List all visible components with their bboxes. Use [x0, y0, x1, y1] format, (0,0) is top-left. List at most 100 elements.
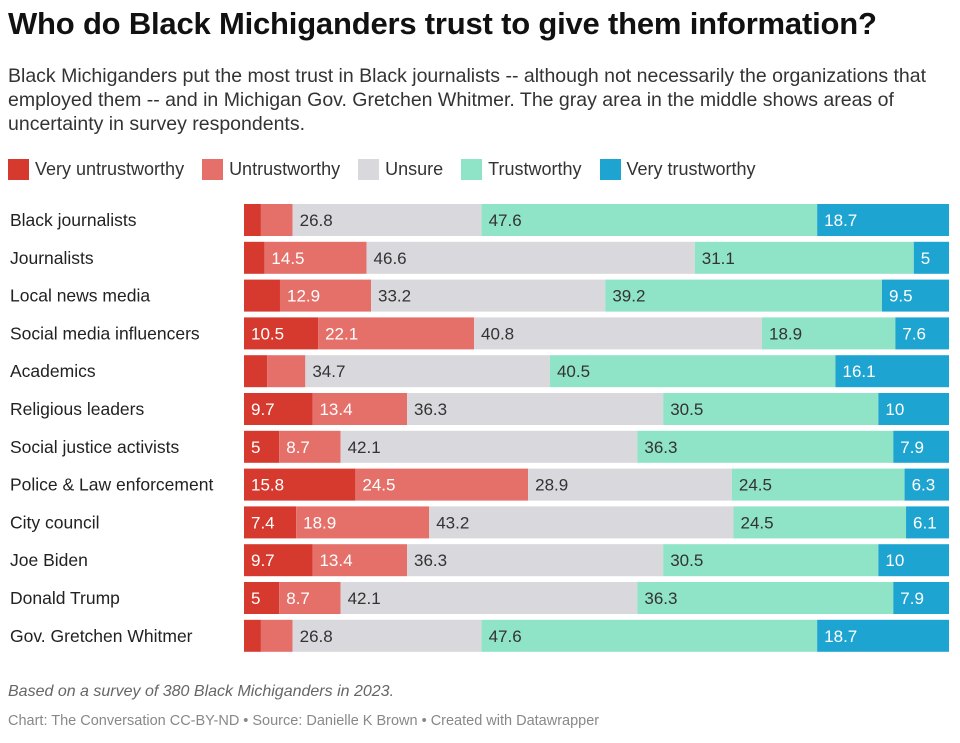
category-label: City council [10, 512, 99, 532]
credit-source: Source: Danielle K Brown [252, 713, 418, 729]
data-label: 42.1 [348, 589, 381, 608]
bar-segment [366, 241, 695, 274]
bar-segment [340, 430, 638, 463]
bar-segment [340, 582, 638, 614]
bar-segment [244, 544, 313, 577]
category-label: Black journalists [10, 210, 137, 230]
data-label: 47.6 [489, 627, 522, 646]
data-label: 13.4 [319, 551, 352, 570]
bar-segment [835, 355, 949, 388]
bar-segment [312, 393, 408, 425]
data-label: 46.6 [374, 249, 407, 268]
bar-segment [264, 241, 367, 274]
category-label: Donald Trump [10, 588, 120, 608]
bar-segment [244, 468, 356, 501]
bar-segment [881, 279, 949, 312]
bar-segment [528, 468, 732, 501]
data-label: 33.2 [378, 287, 411, 306]
category-label: Religious leaders [10, 399, 144, 419]
data-label: 15.8 [251, 476, 284, 495]
bar-segment [761, 317, 896, 350]
chart-title: Who do Black Michiganders trust to give … [8, 6, 877, 41]
data-label: 40.5 [557, 362, 590, 381]
bar-segment [244, 506, 297, 539]
data-label: 22.1 [325, 324, 358, 343]
data-label: 9.7 [251, 551, 275, 570]
bar-segment [895, 317, 949, 350]
data-label: 5 [251, 589, 260, 608]
credit-separator: • [421, 713, 427, 729]
data-label: 42.1 [348, 438, 381, 457]
data-label: 6.1 [913, 513, 937, 532]
data-label: 18.9 [769, 324, 802, 343]
legend-swatch [202, 159, 224, 180]
data-label: 8.7 [286, 438, 310, 457]
legend-swatch [461, 159, 483, 180]
bar-segment [355, 468, 529, 501]
bar-segment [312, 544, 408, 577]
bar-segment [605, 279, 882, 312]
data-label: 24.5 [739, 476, 772, 495]
bar-segment [481, 619, 818, 652]
legend-swatch [599, 159, 621, 180]
category-label: Journalists [10, 248, 94, 268]
data-label: 31.1 [702, 249, 735, 268]
bar-segment [878, 393, 949, 425]
bar-segment [260, 619, 293, 652]
bar-segment [318, 317, 475, 350]
legend-item: Very untrustworthy [8, 159, 184, 180]
bar-segment [474, 317, 762, 350]
bar-segment [244, 279, 280, 312]
legend-label: Trustworthy [488, 159, 582, 179]
bar-segment [371, 279, 606, 312]
bar-segment [904, 468, 949, 501]
data-label: 39.2 [612, 287, 645, 306]
bar-segment [296, 506, 430, 539]
bar-segment [244, 582, 280, 614]
data-label: 6.3 [912, 476, 936, 495]
category-label: Academics [10, 361, 96, 381]
data-label: 24.5 [740, 513, 773, 532]
bar-segment [244, 355, 268, 388]
data-label: 36.3 [414, 551, 447, 570]
data-label: 13.4 [319, 400, 352, 419]
data-label: 7.9 [900, 438, 924, 457]
bar-segment [817, 204, 949, 236]
data-label: 14.5 [271, 249, 304, 268]
chart-legend: Very untrustworthy Untrustworthy Unsure Tru… [8, 159, 774, 180]
data-label: 5 [921, 249, 930, 268]
bar-segment [260, 204, 293, 236]
legend-label: Very trustworthy [626, 159, 756, 179]
data-label: 26.8 [300, 211, 333, 230]
category-label: Local news media [10, 286, 150, 306]
data-label: 7.4 [251, 513, 275, 532]
data-label: 18.9 [303, 513, 336, 532]
bar-segment [244, 204, 261, 236]
chart-credits: Chart: The Conversation CC-BY-ND • Source:… [8, 713, 599, 729]
data-label: 36.3 [414, 400, 447, 419]
data-label: 26.8 [300, 627, 333, 646]
data-label: 12.9 [287, 287, 320, 306]
chart-note: Based on a survey of 380 Black Michigand… [8, 683, 395, 700]
legend-label: Untrustworthy [229, 159, 341, 179]
data-label: 8.7 [286, 589, 310, 608]
data-label: 36.3 [644, 438, 677, 457]
bar-segment [292, 619, 482, 652]
bar-segment [878, 544, 949, 577]
category-label: Gov. Gretchen Whitmer [10, 626, 193, 646]
bar-segment [663, 393, 879, 425]
bar-segment [906, 506, 949, 539]
bar-segment [549, 355, 836, 388]
category-label: Social justice activists [10, 437, 179, 457]
legend-label: Unsure [385, 159, 444, 179]
bar-segment [429, 506, 734, 539]
data-label: 18.7 [824, 627, 857, 646]
data-label: 18.7 [824, 211, 857, 230]
bar-segment [637, 430, 894, 463]
bar-segment [407, 393, 664, 425]
data-label: 24.5 [362, 476, 395, 495]
credit-chart: Chart: The Conversation CC-BY-ND [8, 713, 240, 729]
data-label: 28.9 [535, 476, 568, 495]
data-label: 10 [885, 551, 904, 570]
category-label: Joe Biden [10, 550, 88, 570]
